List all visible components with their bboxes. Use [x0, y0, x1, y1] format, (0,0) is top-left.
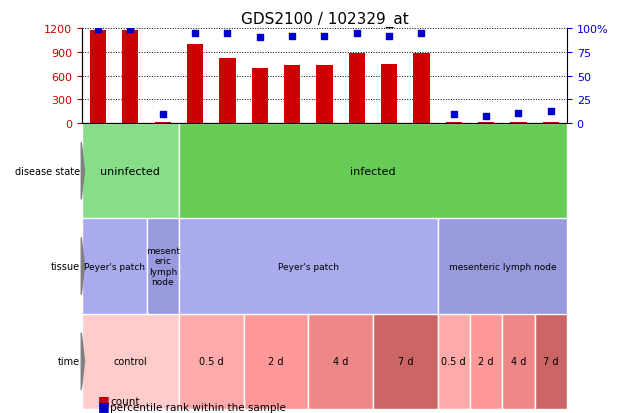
- Text: ■: ■: [98, 399, 110, 412]
- FancyBboxPatch shape: [502, 314, 535, 409]
- FancyBboxPatch shape: [438, 219, 567, 314]
- Point: [352, 30, 362, 37]
- Point: [319, 33, 329, 40]
- Bar: [446, 123, 462, 124]
- Text: percentile rank within the sample: percentile rank within the sample: [110, 402, 286, 412]
- Text: disease state: disease state: [15, 166, 80, 176]
- Text: infected: infected: [350, 166, 396, 176]
- Bar: [219, 59, 236, 124]
- Point: [190, 30, 200, 37]
- Text: 2 d: 2 d: [478, 356, 494, 366]
- FancyBboxPatch shape: [82, 219, 147, 314]
- Bar: [543, 123, 559, 124]
- FancyBboxPatch shape: [244, 314, 308, 409]
- Text: 4 d: 4 d: [333, 356, 348, 366]
- Point: [158, 111, 168, 118]
- Text: tissue: tissue: [51, 261, 80, 271]
- Text: 0.5 d: 0.5 d: [442, 356, 466, 366]
- Bar: [187, 45, 203, 124]
- Point: [546, 108, 556, 115]
- FancyBboxPatch shape: [470, 314, 502, 409]
- Point: [513, 110, 524, 117]
- Text: 0.5 d: 0.5 d: [199, 356, 224, 366]
- FancyBboxPatch shape: [535, 314, 567, 409]
- Text: time: time: [58, 356, 80, 366]
- Point: [255, 34, 265, 41]
- Bar: [284, 66, 301, 124]
- Text: 7 d: 7 d: [543, 356, 559, 366]
- FancyBboxPatch shape: [147, 219, 179, 314]
- Bar: [510, 123, 527, 124]
- FancyBboxPatch shape: [82, 124, 179, 219]
- Point: [416, 30, 427, 37]
- Title: GDS2100 / 102329_at: GDS2100 / 102329_at: [241, 12, 408, 28]
- Point: [287, 33, 297, 40]
- Bar: [316, 66, 333, 124]
- Text: control: control: [113, 356, 147, 366]
- Bar: [252, 69, 268, 124]
- Point: [222, 30, 232, 37]
- FancyBboxPatch shape: [438, 314, 470, 409]
- FancyBboxPatch shape: [179, 314, 244, 409]
- Text: 7 d: 7 d: [398, 356, 413, 366]
- Bar: [155, 123, 171, 124]
- Bar: [478, 123, 495, 124]
- Bar: [381, 64, 398, 124]
- Bar: [90, 31, 106, 124]
- Point: [449, 111, 459, 118]
- FancyBboxPatch shape: [179, 219, 438, 314]
- Bar: [349, 54, 365, 124]
- Polygon shape: [81, 333, 84, 390]
- FancyBboxPatch shape: [179, 124, 567, 219]
- Point: [93, 26, 103, 33]
- Text: mesent
eric
lymph
node: mesent eric lymph node: [146, 246, 180, 287]
- Text: count: count: [110, 396, 140, 406]
- Bar: [122, 31, 139, 124]
- FancyBboxPatch shape: [308, 314, 373, 409]
- Text: uninfected: uninfected: [100, 166, 161, 176]
- Point: [481, 113, 491, 120]
- Point: [384, 33, 394, 40]
- Text: mesenteric lymph node: mesenteric lymph node: [449, 262, 556, 271]
- FancyBboxPatch shape: [82, 314, 179, 409]
- Bar: [413, 54, 430, 124]
- Text: Peyer's patch: Peyer's patch: [84, 262, 145, 271]
- Polygon shape: [81, 143, 84, 200]
- Text: 4 d: 4 d: [511, 356, 526, 366]
- Point: [125, 26, 135, 33]
- FancyBboxPatch shape: [373, 314, 438, 409]
- Text: Peyer's patch: Peyer's patch: [278, 262, 339, 271]
- Text: ■: ■: [98, 393, 110, 406]
- Polygon shape: [81, 238, 84, 295]
- Text: 2 d: 2 d: [268, 356, 284, 366]
